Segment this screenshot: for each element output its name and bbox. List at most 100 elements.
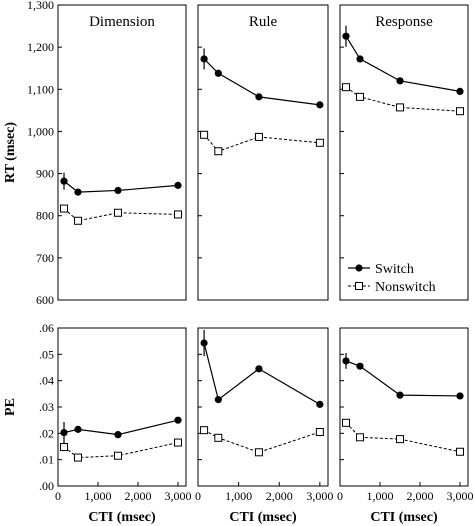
- panel-1-y-axis-title: RT (msec): [3, 122, 18, 183]
- panel-1-y-tick-label: 800: [36, 209, 54, 223]
- panel-4-x-tick-label: 1,000: [85, 489, 112, 503]
- panel-4-switch-point: [74, 425, 82, 433]
- panel-2-switch-line: [203, 58, 320, 106]
- panel-6-x-tick-label: 2,000: [407, 489, 434, 503]
- panel-6-x-tick-label: 1,000: [367, 489, 394, 503]
- panel-1-y-tick-label: 600: [36, 293, 54, 307]
- panel-2-switch-point: [214, 69, 222, 77]
- panel-3-frame: [339, 4, 469, 301]
- panel-6-nonswitch-line: [345, 422, 461, 453]
- panel-1-title: Dimension: [89, 14, 155, 30]
- panel-1-switch-point: [114, 186, 122, 195]
- panel-1-frame: [57, 4, 187, 301]
- panel-4-nonswitch-point: [74, 453, 82, 462]
- panel-1-switch-line: [63, 180, 179, 193]
- panel-6-switch-line: [345, 360, 461, 397]
- panel-4-x-tick-label: 2,000: [125, 489, 152, 503]
- panel-4-x-tick-label: 3,000: [165, 489, 192, 503]
- panel-1-y-tick-label: 1,300: [27, 0, 54, 12]
- panel-4-nonswitch-point: [114, 451, 122, 460]
- panel-6-switch-point: [342, 357, 350, 365]
- panel-2-switch-point: [255, 93, 263, 101]
- panel-6-nonswitch-point: [456, 447, 464, 456]
- panel-1-y-tick-label: 1,100: [27, 82, 54, 96]
- panel-5-x-tick-label: 2,000: [266, 489, 293, 503]
- panel-2-nonswitch-point: [214, 147, 223, 156]
- panel-1-y-tick-label: 700: [36, 251, 54, 265]
- panel-5-nonswitch-point: [214, 433, 223, 442]
- legend-switch-marker: [355, 264, 363, 272]
- panel-4-y-tick-label: .01: [39, 453, 54, 467]
- panel-4-y-tick-label: .06: [39, 321, 54, 335]
- panel-3-title: Response: [375, 14, 433, 30]
- panel-5-x-tick-label: 3,000: [306, 489, 333, 503]
- panel-3-nonswitch-point: [356, 92, 364, 101]
- panel-1-y-tick-label: 1,000: [27, 124, 54, 138]
- panel-5-nonswitch-point: [200, 426, 209, 435]
- panel-4-y-axis-title: PE: [3, 398, 18, 416]
- legend-switch-label: Switch: [375, 262, 414, 277]
- panel-2-nonswitch-line: [203, 134, 320, 152]
- panel-5-nonswitch-point: [254, 448, 263, 457]
- panel-3-switch-point: [456, 87, 464, 95]
- panel-3-switch-line: [345, 35, 461, 92]
- panel-3-nonswitch-point: [456, 107, 464, 116]
- panel-5-frame: [197, 327, 329, 487]
- panel-4-y-tick-label: .02: [39, 426, 54, 440]
- panel-4-x-tick-label: 0: [55, 489, 61, 503]
- panel-4-switch-point: [60, 428, 68, 437]
- panel-3-switch-point: [396, 77, 404, 85]
- panel-4-switch-point: [114, 431, 122, 439]
- panel-4-nonswitch-point: [174, 438, 182, 447]
- panel-5-switch-point: [255, 365, 263, 373]
- panel-3-nonswitch-point: [342, 83, 350, 92]
- panel-5-switch-line: [203, 342, 321, 405]
- panel-6-switch-point: [356, 362, 364, 370]
- panel-6-x-tick-label: 0: [337, 489, 343, 503]
- panel-5-switch-point: [316, 400, 324, 408]
- panel-3-switch-point: [356, 55, 364, 63]
- panel-2-nonswitch-point: [254, 132, 263, 141]
- panel-5-x-tick-label: 0: [195, 489, 201, 503]
- panel-4-y-tick-label: .00: [39, 479, 54, 493]
- panel-2-nonswitch-point: [200, 130, 209, 139]
- panel-1-switch-point: [60, 177, 68, 185]
- panel-5-nonswitch-point: [315, 428, 324, 437]
- panel-4-frame: [57, 327, 187, 487]
- panel-2-switch-point: [316, 101, 324, 109]
- panel-6-x-axis-title: CTI (msec): [370, 510, 438, 525]
- panel-4-switch-point: [174, 416, 182, 424]
- panel-6-switch-point: [396, 391, 404, 399]
- panel-2-title: Rule: [249, 14, 278, 30]
- panel-4-y-tick-label: .05: [39, 347, 54, 361]
- panel-4-y-tick-label: .04: [39, 374, 54, 388]
- panel-2-nonswitch-point: [315, 138, 324, 147]
- panel-3-switch-point: [342, 32, 350, 40]
- panel-4-switch-line: [63, 419, 179, 436]
- panel-1-nonswitch-point: [60, 204, 68, 213]
- panel-6-frame: [339, 327, 469, 487]
- panel-3-nonswitch-line: [345, 86, 461, 112]
- panel-6-switch-point: [456, 392, 464, 400]
- panel-6-nonswitch-point: [342, 418, 350, 427]
- panel-4-x-axis-title: CTI (msec): [88, 510, 156, 525]
- panel-5-switch-point: [200, 339, 208, 347]
- panel-5-x-axis-title: CTI (msec): [229, 510, 297, 525]
- panel-6-nonswitch-point: [356, 433, 364, 442]
- legend-nonswitch-label: Nonswitch: [375, 280, 436, 295]
- panel-6-x-tick-label: 3,000: [447, 489, 474, 503]
- panel-4-nonswitch-line: [63, 442, 179, 459]
- panel-1-nonswitch-point: [114, 208, 122, 217]
- panel-1-y-tick-label: 1,200: [27, 40, 54, 54]
- panel-4-y-tick-label: .03: [39, 400, 54, 414]
- panel-1-switch-point: [74, 188, 82, 196]
- panel-5-switch-point: [214, 396, 222, 404]
- legend-nonswitch-marker: [355, 282, 363, 290]
- panel-5-x-tick-label: 1,000: [225, 489, 252, 503]
- panel-1-nonswitch-point: [174, 210, 182, 219]
- panel-4-nonswitch-point: [60, 443, 68, 452]
- panel-2-switch-point: [200, 55, 208, 63]
- panel-6-nonswitch-point: [396, 435, 404, 444]
- panel-1-switch-point: [174, 181, 182, 189]
